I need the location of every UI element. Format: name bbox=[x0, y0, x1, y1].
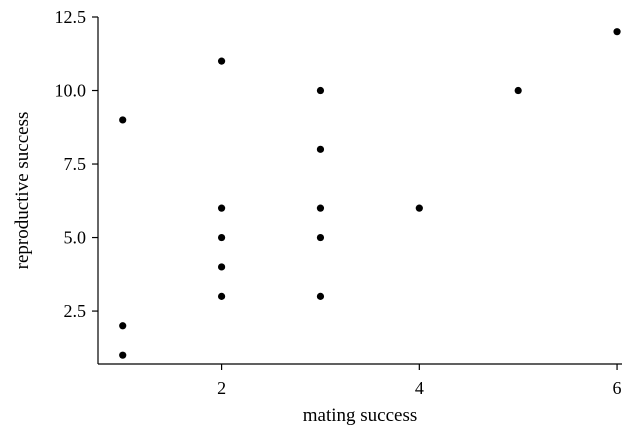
y-tick-label: 5.0 bbox=[64, 228, 87, 248]
data-point bbox=[316, 233, 325, 242]
data-point bbox=[217, 233, 226, 242]
y-axis-label: reproductive success bbox=[12, 112, 33, 270]
y-tick-label: 12.5 bbox=[55, 7, 87, 27]
x-axis-label: mating success bbox=[303, 405, 418, 426]
data-point bbox=[316, 145, 325, 153]
plot-area: 2 4 6 2.5 5.0 7.5 10.0 12.5 bbox=[55, 7, 622, 398]
data-point bbox=[415, 204, 423, 212]
data-point bbox=[217, 57, 226, 65]
data-point bbox=[316, 204, 325, 212]
y-axis-ticks: 2.5 5.0 7.5 10.0 12.5 bbox=[55, 7, 98, 321]
data-point bbox=[217, 292, 226, 300]
y-tick-label: 2.5 bbox=[64, 301, 87, 321]
x-tick-label: 4 bbox=[415, 378, 424, 398]
data-point bbox=[119, 116, 127, 124]
data-point bbox=[119, 322, 127, 330]
data-points bbox=[119, 28, 621, 359]
x-axis-ticks: 2 4 6 bbox=[217, 364, 622, 398]
data-point bbox=[119, 351, 127, 359]
y-tick-label: 10.0 bbox=[55, 81, 87, 101]
data-point bbox=[613, 28, 621, 36]
data-point bbox=[316, 86, 325, 95]
data-point bbox=[217, 263, 226, 271]
data-point bbox=[217, 204, 226, 212]
data-point bbox=[514, 86, 522, 95]
y-tick-label: 7.5 bbox=[64, 154, 87, 174]
x-tick-label: 2 bbox=[217, 378, 226, 398]
data-point bbox=[316, 292, 325, 300]
x-tick-label: 6 bbox=[613, 378, 622, 398]
